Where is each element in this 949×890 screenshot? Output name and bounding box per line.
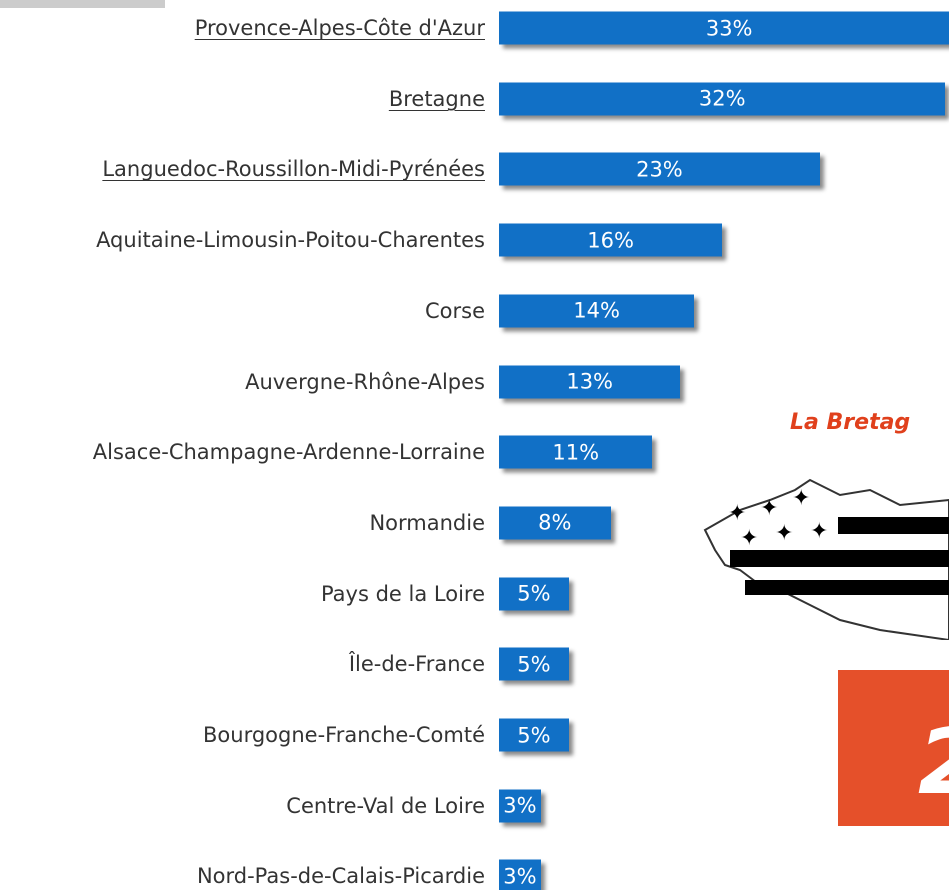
y-tick-label: Auvergne-Rhône-Alpes (245, 369, 485, 394)
bar: 3% (499, 859, 541, 890)
bar: 5% (499, 577, 569, 611)
data-label: 3% (503, 793, 537, 818)
y-tick-label: Corse (424, 298, 485, 323)
y-tick-label: Centre-Val de Loire (286, 793, 485, 818)
data-label: 11% (552, 440, 600, 465)
svg-text:✦: ✦ (810, 519, 828, 544)
bar: 5% (499, 647, 569, 681)
data-label: 8% (538, 510, 572, 535)
bar: 14% (499, 294, 695, 328)
bar: 32% (499, 82, 946, 116)
data-label: 14% (573, 298, 620, 323)
y-tick-label: Nord-Pas-de-Calais-Picardie (196, 864, 485, 889)
data-label: 5% (517, 652, 551, 677)
data-label: 13% (566, 369, 614, 394)
data-label: 5% (517, 723, 551, 747)
bar: 33% (499, 11, 949, 45)
y-tick-label: Provence-Alpes-Côte d'Azur (194, 16, 485, 40)
svg-text:✦: ✦ (775, 521, 793, 546)
data-label: 5% (517, 581, 551, 606)
y-tick-label: Normandie (369, 510, 485, 535)
svg-text:✦: ✦ (740, 526, 758, 551)
bar: 16% (499, 223, 723, 257)
svg-text:✦: ✦ (792, 486, 810, 511)
bar: 11% (499, 435, 653, 469)
y-tick-label: Pays de la Loire (320, 581, 485, 606)
y-tick-label: Aquitaine-Limousin-Poitou-Charentes (96, 228, 485, 253)
badge: 2 (838, 670, 949, 826)
bar: 8% (499, 506, 611, 540)
bar: 23% (499, 152, 820, 186)
bar: 13% (499, 365, 681, 398)
flag-map: ✦ ✦ ✦✦ ✦ ✦ (703, 478, 949, 640)
annotation: La Bretag (790, 410, 911, 435)
bar: 3% (499, 789, 541, 823)
data-label: 16% (587, 228, 634, 253)
y-tick-label: Île-de-France (348, 652, 485, 677)
data-label: 3% (503, 864, 537, 889)
y-tick-label: Alsace-Champagne-Ardenne-Lorraine (92, 440, 485, 465)
data-label: 23% (636, 157, 683, 182)
svg-text:✦: ✦ (728, 501, 746, 526)
data-label: 33% (705, 16, 753, 40)
y-tick-label: Bourgogne-Franche-Comté (203, 723, 485, 747)
y-tick-label: Bretagne (388, 86, 485, 111)
svg-text:✦: ✦ (760, 496, 778, 521)
bar: 5% (499, 718, 569, 752)
badge-number: 2 (918, 710, 949, 815)
y-tick-label: Languedoc-Roussillon-Midi-Pyrénées (102, 157, 485, 182)
tab (0, 0, 165, 8)
data-label: 32% (698, 86, 746, 111)
